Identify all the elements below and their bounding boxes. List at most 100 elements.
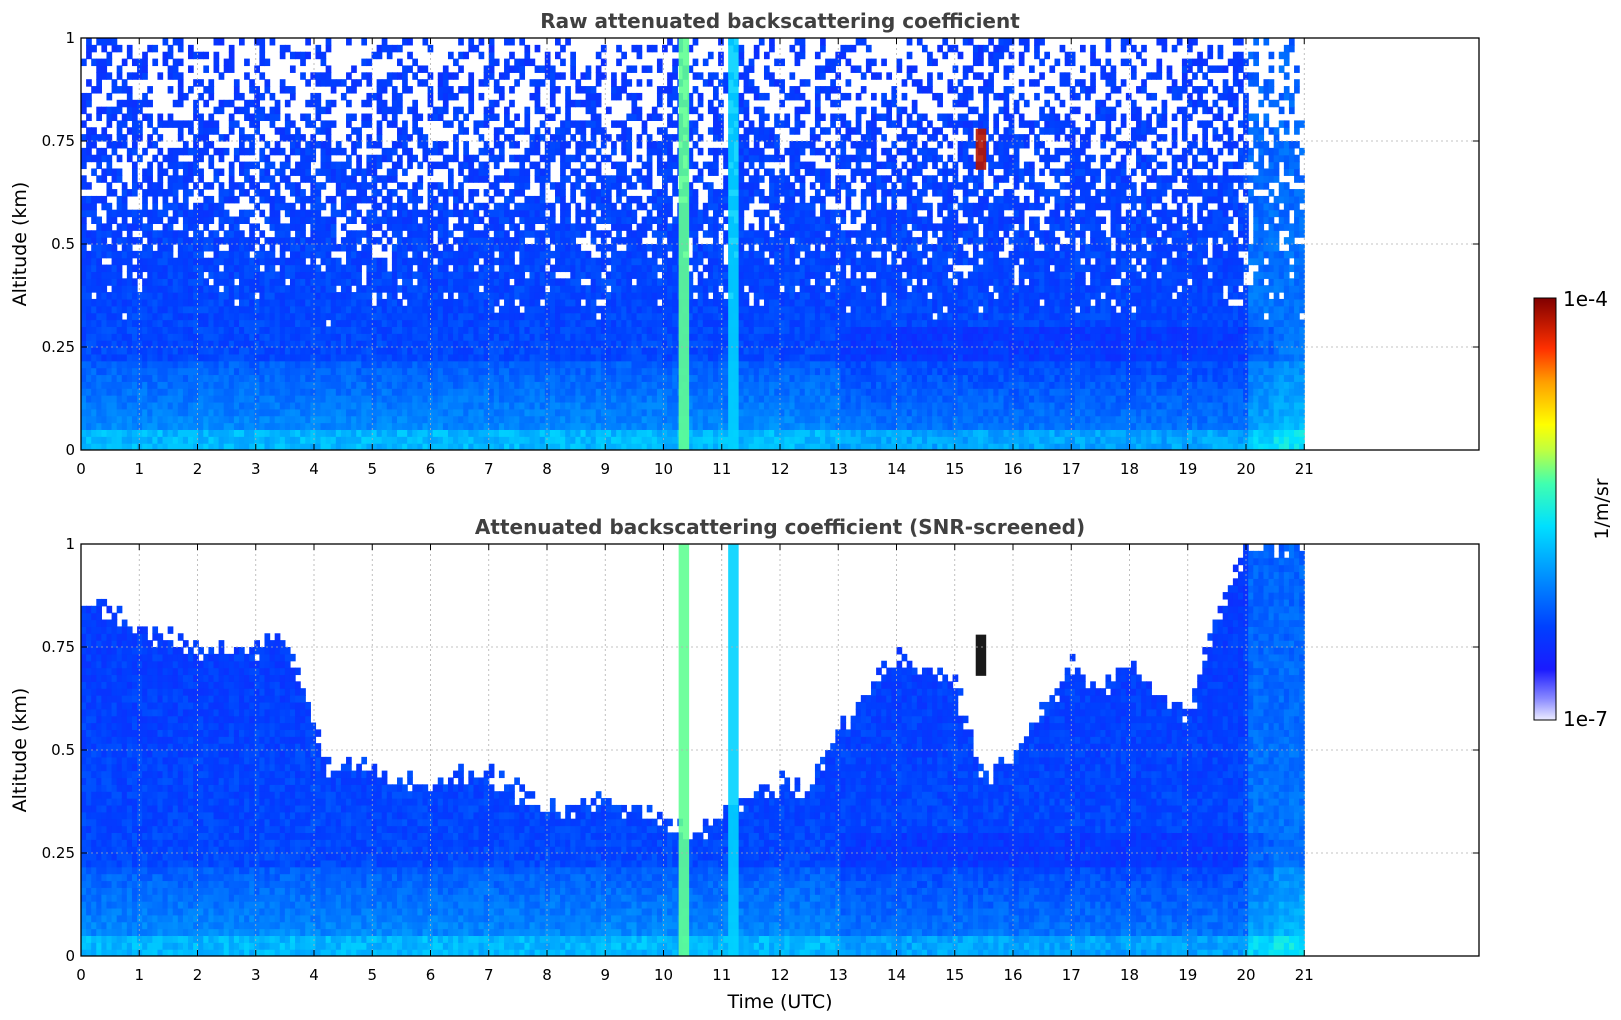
heatmap-cell (611, 264, 617, 273)
heatmap-cell (488, 244, 495, 252)
heatmap-cell (126, 257, 133, 266)
heatmap-cell (340, 189, 347, 197)
heatmap-cell (162, 415, 169, 424)
heatmap-cell (641, 257, 648, 266)
heatmap-cell (560, 305, 566, 314)
heatmap-cell (412, 422, 418, 430)
heatmap-cell (397, 271, 403, 279)
heatmap-cell (493, 99, 500, 108)
heatmap-cell (346, 86, 352, 94)
heatmap-cell (96, 257, 102, 266)
heatmap-cell (162, 347, 169, 355)
heatmap-cell (340, 388, 347, 396)
heatmap-cell (131, 360, 138, 369)
heatmap-cell (116, 250, 123, 259)
heatmap-cell (295, 340, 301, 348)
heatmap-cell (274, 278, 281, 286)
heatmap-cell (239, 250, 245, 259)
heatmap-cell (259, 271, 266, 279)
heatmap-cell (595, 360, 602, 369)
heatmap-cell (575, 374, 582, 382)
heatmap-cell (340, 195, 347, 204)
heatmap-cell (636, 415, 643, 424)
heatmap-cell (142, 312, 148, 321)
heatmap-cell (539, 106, 546, 115)
heatmap-cell (325, 305, 332, 314)
heatmap-cell (259, 305, 266, 314)
heatmap-cell (366, 326, 373, 334)
heatmap-cell (498, 292, 505, 300)
heatmap-cell (356, 436, 362, 444)
heatmap-cell (442, 305, 449, 314)
heatmap-cell (126, 106, 133, 115)
heatmap-cell (320, 202, 327, 211)
heatmap-cell (391, 99, 398, 108)
heatmap-cell (188, 333, 194, 341)
heatmap-cell (366, 141, 373, 149)
heatmap-cell (315, 340, 322, 348)
heatmap-cell (488, 367, 495, 376)
heatmap-cell (351, 340, 357, 348)
heatmap-cell (172, 271, 179, 279)
heatmap-cell (147, 161, 153, 170)
heatmap-cell (111, 189, 118, 197)
heatmap-cell (335, 436, 342, 444)
heatmap-cell (106, 168, 113, 176)
heatmap-cell (279, 127, 286, 135)
heatmap-cell (524, 182, 531, 190)
heatmap-cell (259, 395, 266, 403)
heatmap-cell (539, 285, 546, 293)
heatmap-cell (137, 264, 143, 273)
heatmap-cell (519, 264, 526, 273)
heatmap-cell (315, 271, 322, 279)
heatmap-cell (340, 415, 347, 424)
heatmap-cell (167, 216, 174, 224)
heatmap-cell (213, 65, 220, 73)
heatmap-cell (366, 347, 373, 355)
heatmap-cell (346, 436, 352, 444)
heatmap-cell (534, 360, 541, 369)
heatmap-cell (289, 202, 296, 211)
heatmap-cell (269, 319, 276, 327)
heatmap-cell (274, 326, 281, 334)
heatmap-cell (86, 333, 92, 341)
heatmap-cell (239, 436, 245, 444)
heatmap-cell (198, 113, 204, 121)
heatmap-cell (488, 422, 495, 430)
heatmap-cell (121, 244, 128, 252)
heatmap-cell (626, 278, 633, 286)
heatmap-cell (381, 195, 388, 204)
heatmap-cell (91, 360, 97, 369)
heatmap-cell (595, 113, 602, 121)
heatmap-cell (524, 312, 531, 321)
heatmap-cell (356, 237, 362, 245)
heatmap-cell (167, 161, 174, 170)
heatmap-cell (335, 292, 342, 300)
heatmap-cell (330, 292, 337, 300)
heatmap-cell (182, 168, 189, 176)
heatmap-cell (509, 38, 515, 46)
heatmap-cell (126, 99, 133, 108)
heatmap-cell (504, 195, 510, 204)
heatmap-cell (218, 168, 225, 176)
heatmap-cell (544, 141, 551, 149)
heatmap-cell (514, 422, 520, 430)
heatmap-cell (473, 305, 480, 314)
heatmap-cell (116, 195, 123, 204)
heatmap-cell (458, 388, 464, 396)
heatmap-cell (549, 285, 556, 293)
heatmap-cell (580, 353, 587, 362)
heatmap-cell (244, 216, 250, 224)
heatmap-cell (386, 216, 393, 224)
heatmap-cell (101, 175, 108, 183)
heatmap-cell (407, 154, 413, 163)
heatmap-cell (111, 333, 118, 341)
heatmap-cell (560, 388, 566, 396)
heatmap-cell (488, 429, 495, 437)
heatmap-cell (228, 319, 235, 327)
heatmap-cell (453, 353, 459, 362)
heatmap-cell (86, 285, 92, 293)
heatmap-cell (442, 408, 449, 417)
heatmap-cell (631, 168, 638, 176)
heatmap-cell (539, 182, 546, 190)
